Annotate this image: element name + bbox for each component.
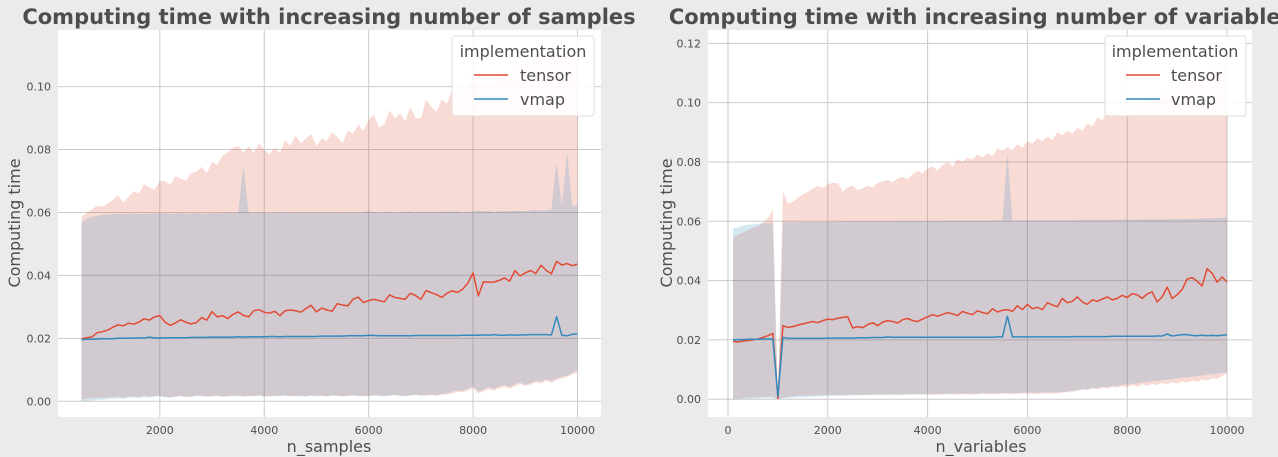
confidence-bands (81, 55, 578, 402)
series-line-tensor (732, 267, 1228, 400)
x-tick-label: 8000 (1113, 424, 1141, 437)
series-line-vmap (732, 315, 1228, 397)
legend-label-tensor: tensor (520, 66, 571, 85)
y-tick-label: 0.00 (677, 393, 702, 406)
chart-title: Computing time with increasing number of… (669, 5, 1278, 29)
y-tick-labels: 0.00 0.02 0.04 0.06 0.08 0.10 (27, 81, 52, 409)
chart-panel-variables: 0.00 0.02 0.04 0.06 0.08 0.10 0.12 0 2000 4000 60… (657, 5, 1278, 457)
legend-box (451, 35, 595, 117)
y-tick-label: 0.00 (27, 395, 52, 408)
legend-title: implementation (460, 42, 587, 61)
y-tick-label: 0.06 (677, 215, 702, 228)
x-tick-label: 10000 (560, 424, 595, 437)
legend: implementation tensor vmap (1104, 35, 1247, 117)
x-tick-label: 2000 (814, 424, 842, 437)
y-tick-label: 0.02 (27, 332, 52, 345)
y-tick-label: 0.02 (677, 334, 702, 347)
x-tick-label: 10000 (1210, 424, 1245, 437)
legend-label-vmap: vmap (520, 90, 565, 109)
x-tick-label: 6000 (1013, 424, 1041, 437)
series-line-tensor (81, 260, 578, 340)
legend-box (1104, 35, 1247, 117)
y-tick-label: 0.12 (677, 37, 702, 50)
legend-label-vmap: vmap (1171, 90, 1216, 109)
x-axis-label: n_variables (935, 437, 1026, 457)
y-tick-label: 0.08 (27, 144, 52, 157)
legend-title: implementation (1112, 42, 1239, 61)
chart-panel-samples: 0.00 0.02 0.04 0.06 0.08 0.10 2000 4000 6000 800… (5, 5, 636, 457)
confidence-band-tensor (733, 67, 1227, 400)
x-tick-label: 4000 (914, 424, 942, 437)
confidence-band-vmap (81, 152, 578, 402)
x-tick-labels: 0 2000 4000 6000 8000 10000 (724, 424, 1244, 437)
y-tick-label: 0.06 (27, 206, 52, 219)
y-axis-label: Computing time (5, 158, 24, 287)
x-tick-label: 8000 (459, 424, 487, 437)
legend: implementation tensor vmap (451, 35, 595, 117)
x-tick-label: 2000 (146, 424, 174, 437)
legend-label-tensor: tensor (1171, 66, 1222, 85)
y-tick-label: 0.10 (677, 97, 702, 110)
x-tick-labels: 2000 4000 6000 8000 10000 (146, 424, 595, 437)
x-tick-label: 4000 (250, 424, 278, 437)
chart-title: Computing time with increasing number of… (22, 5, 635, 29)
series-line-vmap (81, 315, 578, 341)
confidence-band-tensor (81, 55, 578, 400)
series-lines (732, 267, 1228, 400)
grid (58, 30, 601, 417)
x-tick-label: 0 (724, 424, 731, 437)
x-axis-label: n_samples (287, 437, 372, 457)
y-tick-label: 0.10 (27, 81, 52, 94)
y-tick-label: 0.08 (677, 156, 702, 169)
y-axis-label: Computing time (657, 158, 676, 287)
series-lines (81, 260, 578, 341)
y-tick-label: 0.04 (677, 275, 702, 288)
y-tick-labels: 0.00 0.02 0.04 0.06 0.08 0.10 0.12 (677, 37, 702, 406)
y-tick-label: 0.04 (27, 269, 52, 282)
x-tick-label: 6000 (355, 424, 383, 437)
